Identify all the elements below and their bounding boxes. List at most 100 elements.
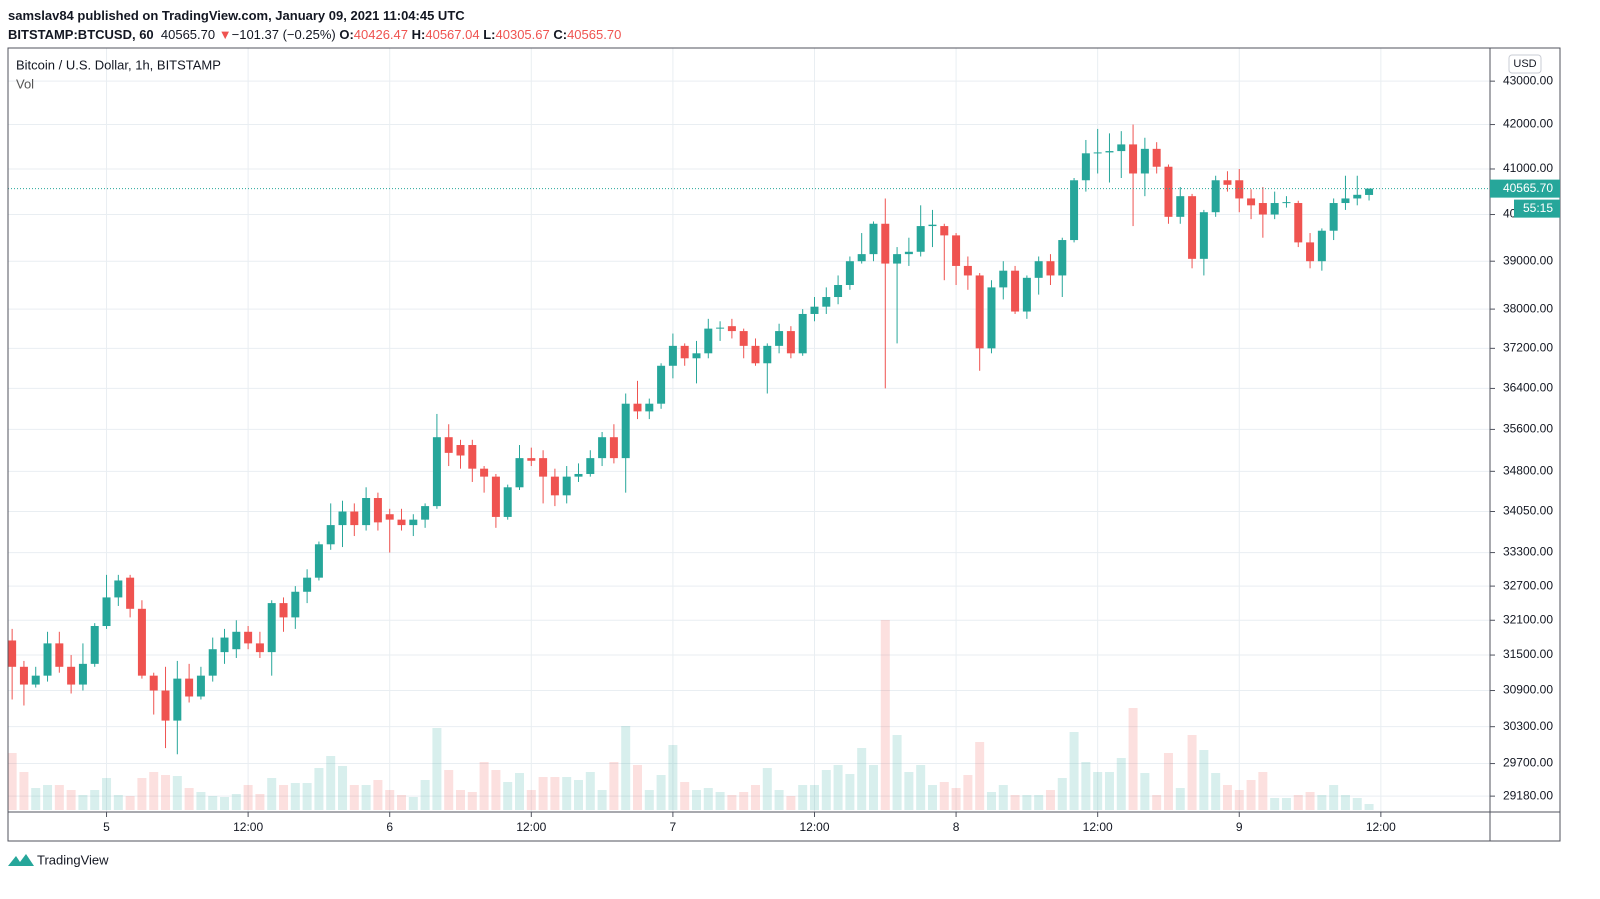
volume-bar — [43, 785, 53, 810]
candle-body — [1129, 144, 1138, 174]
candle-body — [1117, 144, 1126, 152]
candle-body — [739, 331, 748, 346]
volume-bar — [373, 780, 383, 810]
candle-body — [680, 345, 689, 359]
volume-bar — [680, 782, 690, 810]
volume-bar — [585, 772, 595, 810]
volume-bar — [562, 777, 572, 810]
candle-body — [409, 519, 418, 526]
candle-body — [916, 226, 925, 252]
x-tick-label: 9 — [1236, 820, 1243, 834]
volume-bar — [1045, 790, 1055, 810]
candle-body — [1341, 198, 1350, 204]
candle-body — [1199, 212, 1208, 259]
volume-bar — [904, 772, 914, 810]
candle-body — [126, 577, 135, 609]
volume-bar — [184, 788, 194, 810]
volume-bar — [172, 776, 182, 810]
volume-bar — [1022, 795, 1032, 810]
l-label: L: — [483, 27, 496, 42]
candle-body — [1235, 180, 1244, 199]
candle-body — [633, 403, 642, 412]
candle-body — [1058, 240, 1067, 276]
volume-bar — [161, 775, 171, 810]
volume-bar — [1175, 788, 1185, 810]
candle-body — [43, 643, 52, 676]
x-tick-label: 12:00 — [1083, 820, 1113, 834]
candle-body — [373, 498, 382, 523]
candle-body — [444, 437, 453, 453]
candle-body — [8, 640, 17, 667]
candle-body — [1306, 242, 1315, 262]
volume-bar — [255, 794, 265, 810]
candle-body — [692, 353, 701, 359]
candle-body — [928, 224, 937, 227]
volume-bar — [1152, 795, 1162, 810]
volume-bar — [385, 790, 395, 810]
candle-body — [137, 608, 146, 676]
y-tick-label: 30300.00 — [1503, 719, 1553, 733]
y-tick-label: 37200.00 — [1503, 341, 1553, 355]
header: samslav84 published on TradingView.com, … — [8, 6, 621, 44]
candle-body — [963, 265, 972, 276]
candle-body — [1105, 151, 1114, 153]
volume-bar — [1093, 772, 1103, 810]
candle-body — [810, 306, 819, 314]
volume-bar — [326, 756, 336, 810]
candle-body — [1282, 202, 1291, 204]
candle-body — [763, 345, 772, 364]
candle-body — [1093, 152, 1102, 154]
volume-bar — [986, 792, 996, 810]
x-tick-label: 12:00 — [233, 820, 263, 834]
volume-bar — [1222, 785, 1232, 810]
candle-body — [1211, 180, 1220, 213]
candle-body — [893, 254, 902, 264]
volume-bar — [632, 765, 642, 810]
last: 40565.70 — [160, 27, 216, 42]
candle-body — [1188, 196, 1197, 259]
candle-body — [857, 254, 866, 262]
volume-bar — [939, 782, 949, 810]
volume-bar — [656, 775, 666, 810]
y-tick-label: 34050.00 — [1503, 504, 1553, 518]
candle-body — [244, 631, 253, 644]
y-tick-label: 30900.00 — [1503, 683, 1553, 697]
volume-bar — [916, 765, 926, 810]
volume-bar — [857, 748, 867, 810]
candle-body — [716, 327, 725, 329]
candle-body — [78, 663, 87, 685]
volume-bar — [538, 777, 548, 810]
volume-bar — [833, 765, 843, 810]
volume-bar — [1010, 795, 1020, 810]
y-tick-label: 35600.00 — [1503, 422, 1553, 436]
volume-bar — [668, 745, 678, 810]
candle-body — [338, 511, 347, 526]
candle-body — [975, 275, 984, 349]
candle-body — [1270, 203, 1279, 215]
volume-label: Vol — [16, 76, 34, 91]
candle-body — [267, 603, 276, 653]
y-tick-label: 36400.00 — [1503, 381, 1553, 395]
candle-body — [952, 235, 961, 266]
volume-bar — [762, 768, 772, 810]
candle-body — [657, 365, 666, 404]
candle-body — [869, 223, 878, 255]
candle-body — [999, 270, 1008, 288]
candle-body — [1022, 277, 1031, 312]
x-tick-label: 5 — [103, 820, 110, 834]
candle-body — [503, 487, 512, 517]
volume-bar — [479, 762, 489, 810]
y-tick-label: 41000.00 — [1503, 161, 1553, 175]
c-value: 40565.70 — [567, 27, 622, 42]
down-arrow: ▼ — [218, 27, 232, 42]
volume-bar — [691, 790, 701, 810]
volume-bar — [196, 792, 206, 810]
candle-body — [173, 678, 182, 721]
y-tick-label: 38000.00 — [1503, 301, 1553, 315]
volume-bar — [727, 795, 737, 810]
y-tick-label: 31500.00 — [1503, 647, 1553, 661]
y-tick-label: 42000.00 — [1503, 117, 1553, 131]
x-tick-label: 6 — [386, 820, 393, 834]
volume-bar — [467, 792, 477, 810]
volume-bar — [1034, 795, 1044, 810]
